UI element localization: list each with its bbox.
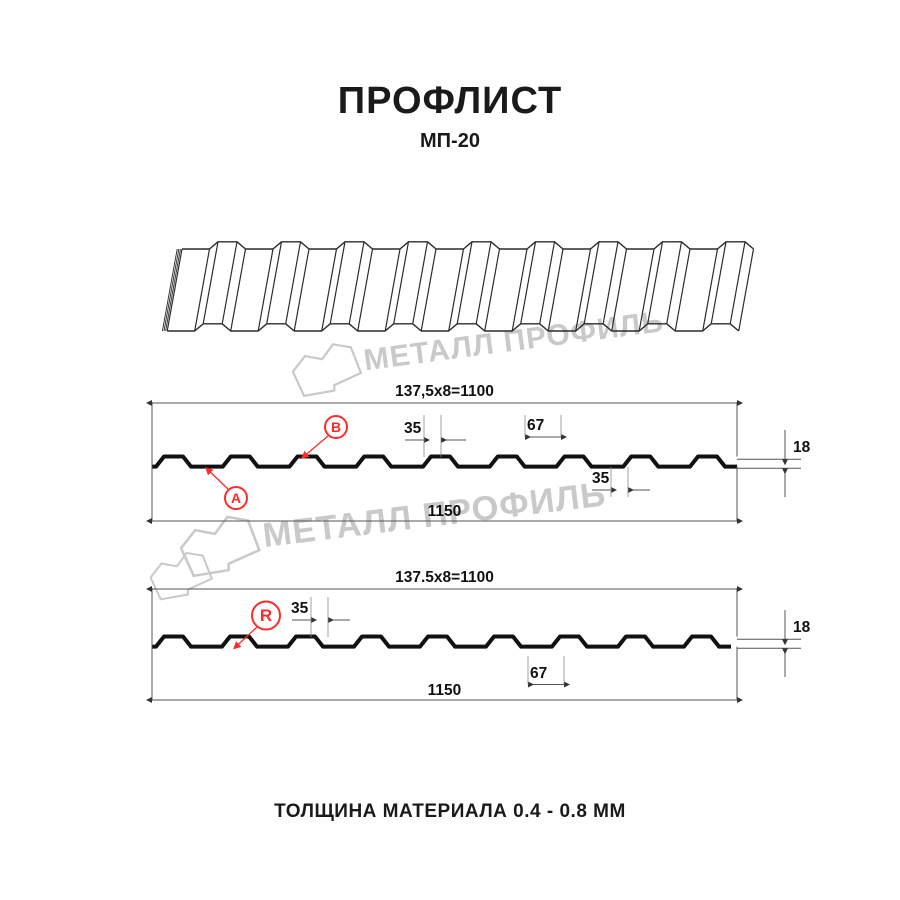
- svg-text:1150: 1150: [428, 503, 462, 520]
- svg-text:R: R: [260, 606, 272, 625]
- svg-text:35: 35: [291, 600, 309, 617]
- svg-text:67: 67: [527, 417, 544, 434]
- svg-text:137.5x8=1100: 137.5x8=1100: [395, 569, 494, 586]
- svg-text:A: A: [231, 490, 241, 506]
- svg-text:18: 18: [793, 619, 811, 636]
- svg-text:35: 35: [404, 420, 422, 437]
- svg-text:B: B: [331, 419, 341, 435]
- svg-text:18: 18: [793, 439, 811, 456]
- svg-text:МЕТАЛЛ ПРОФИЛЬ: МЕТАЛЛ ПРОФИЛЬ: [362, 305, 666, 377]
- svg-text:137,5x8=1100: 137,5x8=1100: [395, 383, 494, 400]
- svg-text:67: 67: [530, 665, 547, 682]
- svg-text:35: 35: [592, 470, 610, 487]
- svg-text:1150: 1150: [428, 682, 462, 699]
